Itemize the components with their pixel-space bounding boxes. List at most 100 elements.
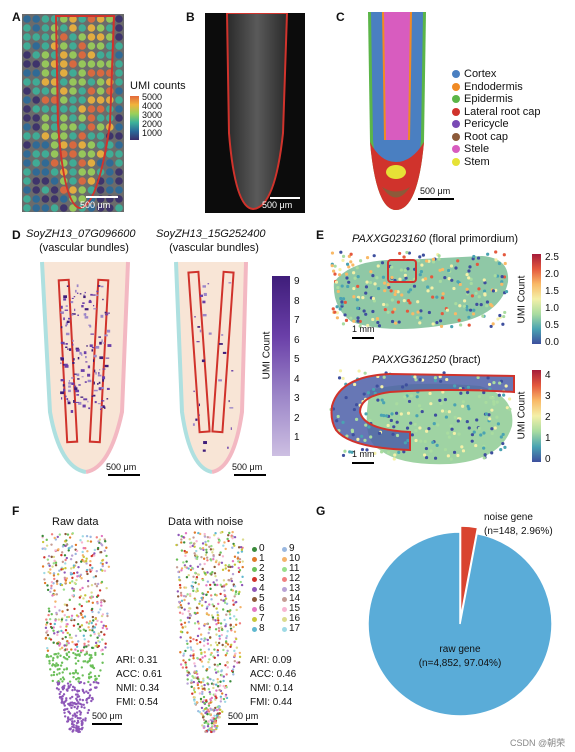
- umi-spot: [41, 204, 50, 212]
- cell-point: [64, 544, 67, 548]
- cell-point: [101, 564, 104, 568]
- cell-point: [71, 720, 74, 723]
- expression-spot: [362, 309, 366, 313]
- expression-spot: [380, 450, 384, 454]
- expression-spot: [395, 402, 399, 406]
- cell-point: [205, 551, 208, 554]
- legend-item: Epidermis: [452, 93, 540, 105]
- expression-speck: [101, 376, 106, 380]
- expression-spot: [344, 272, 349, 276]
- cell-point: [100, 620, 103, 624]
- cell-point: [190, 541, 193, 544]
- umi-spot: [96, 123, 105, 131]
- cell-point: [76, 649, 80, 653]
- panel-f-title2: Data with noise: [168, 516, 244, 528]
- cell-point: [58, 642, 62, 646]
- cell-point: [83, 660, 87, 663]
- legend-swatch: [452, 95, 460, 103]
- cell-point: [225, 602, 229, 606]
- cell-point: [52, 673, 56, 677]
- expression-spot: [345, 262, 350, 266]
- cell-point: [102, 624, 105, 627]
- cell-point: [194, 581, 197, 584]
- cell-point: [66, 689, 69, 692]
- cell-point: [60, 629, 63, 633]
- cell-point: [99, 551, 103, 554]
- cell-point: [239, 545, 243, 549]
- cell-point: [218, 539, 221, 543]
- cell-point: [76, 571, 79, 574]
- expression-spot: [472, 254, 476, 259]
- expression-speck: [60, 326, 63, 329]
- cluster-legend-item: 16: [282, 614, 312, 624]
- umi-spot: [32, 177, 40, 185]
- cell-point: [106, 612, 109, 615]
- cell-point: [74, 662, 78, 665]
- umi-spot: [50, 177, 59, 185]
- expression-spot: [395, 433, 400, 438]
- cell-point: [53, 605, 57, 609]
- cell-point: [67, 615, 71, 619]
- expression-speck: [73, 400, 75, 403]
- cell-point: [205, 612, 209, 615]
- cell-point: [190, 679, 193, 682]
- cluster-swatch: [282, 606, 287, 612]
- umi-spot: [50, 168, 59, 176]
- panel-d-colorbar: [272, 276, 290, 456]
- expression-spot: [416, 310, 420, 314]
- cell-point: [61, 676, 65, 679]
- cell-point: [208, 666, 211, 669]
- expression-spot: [465, 287, 469, 291]
- expression-speck: [82, 302, 85, 304]
- expression-spot: [467, 407, 471, 411]
- umi-spot: [78, 87, 86, 95]
- cell-point: [55, 611, 58, 615]
- expression-spot: [485, 304, 489, 308]
- cell-point: [90, 583, 94, 587]
- expression-spot: [420, 409, 424, 414]
- umi-spot: [50, 96, 59, 104]
- expression-spot: [430, 275, 434, 279]
- umi-spot: [41, 114, 50, 122]
- cell-point: [84, 559, 88, 563]
- expression-spot: [441, 390, 445, 394]
- expression-spot: [396, 300, 401, 304]
- cell-point: [196, 642, 199, 645]
- expression-speck: [203, 292, 207, 296]
- expression-spot: [358, 324, 362, 328]
- panel-a-colorbar-title: UMI counts: [130, 80, 186, 92]
- cell-point: [63, 614, 66, 617]
- cluster-swatch: [282, 626, 287, 632]
- cell-point: [47, 554, 51, 558]
- umi-spot: [87, 141, 96, 149]
- cluster-id: 4: [259, 583, 265, 594]
- cell-point: [190, 566, 194, 570]
- cell-point: [58, 667, 61, 671]
- cell-point: [74, 671, 78, 674]
- cell-point: [47, 655, 50, 659]
- expression-speck: [198, 414, 201, 416]
- legend-label: Epidermis: [464, 93, 513, 105]
- expression-spot: [487, 382, 492, 387]
- cell-point: [229, 680, 232, 683]
- cell-point: [233, 654, 236, 657]
- expression-spot: [365, 448, 369, 452]
- cell-point: [67, 650, 71, 654]
- cell-point: [92, 619, 95, 622]
- cell-point: [60, 583, 64, 587]
- cell-point: [203, 535, 207, 538]
- expression-spot: [444, 409, 448, 414]
- cell-point: [199, 681, 203, 684]
- expression-spot: [475, 302, 479, 306]
- expression-spot: [425, 259, 429, 263]
- cell-point: [62, 668, 66, 671]
- cell-point: [96, 582, 100, 586]
- cell-point: [88, 696, 91, 699]
- expression-spot: [503, 445, 507, 449]
- expression-speck: [105, 357, 110, 359]
- expression-spot: [368, 418, 372, 422]
- umi-spot: [41, 96, 50, 104]
- cell-point: [98, 589, 102, 592]
- cell-point: [199, 697, 203, 701]
- expression-spot: [360, 447, 365, 452]
